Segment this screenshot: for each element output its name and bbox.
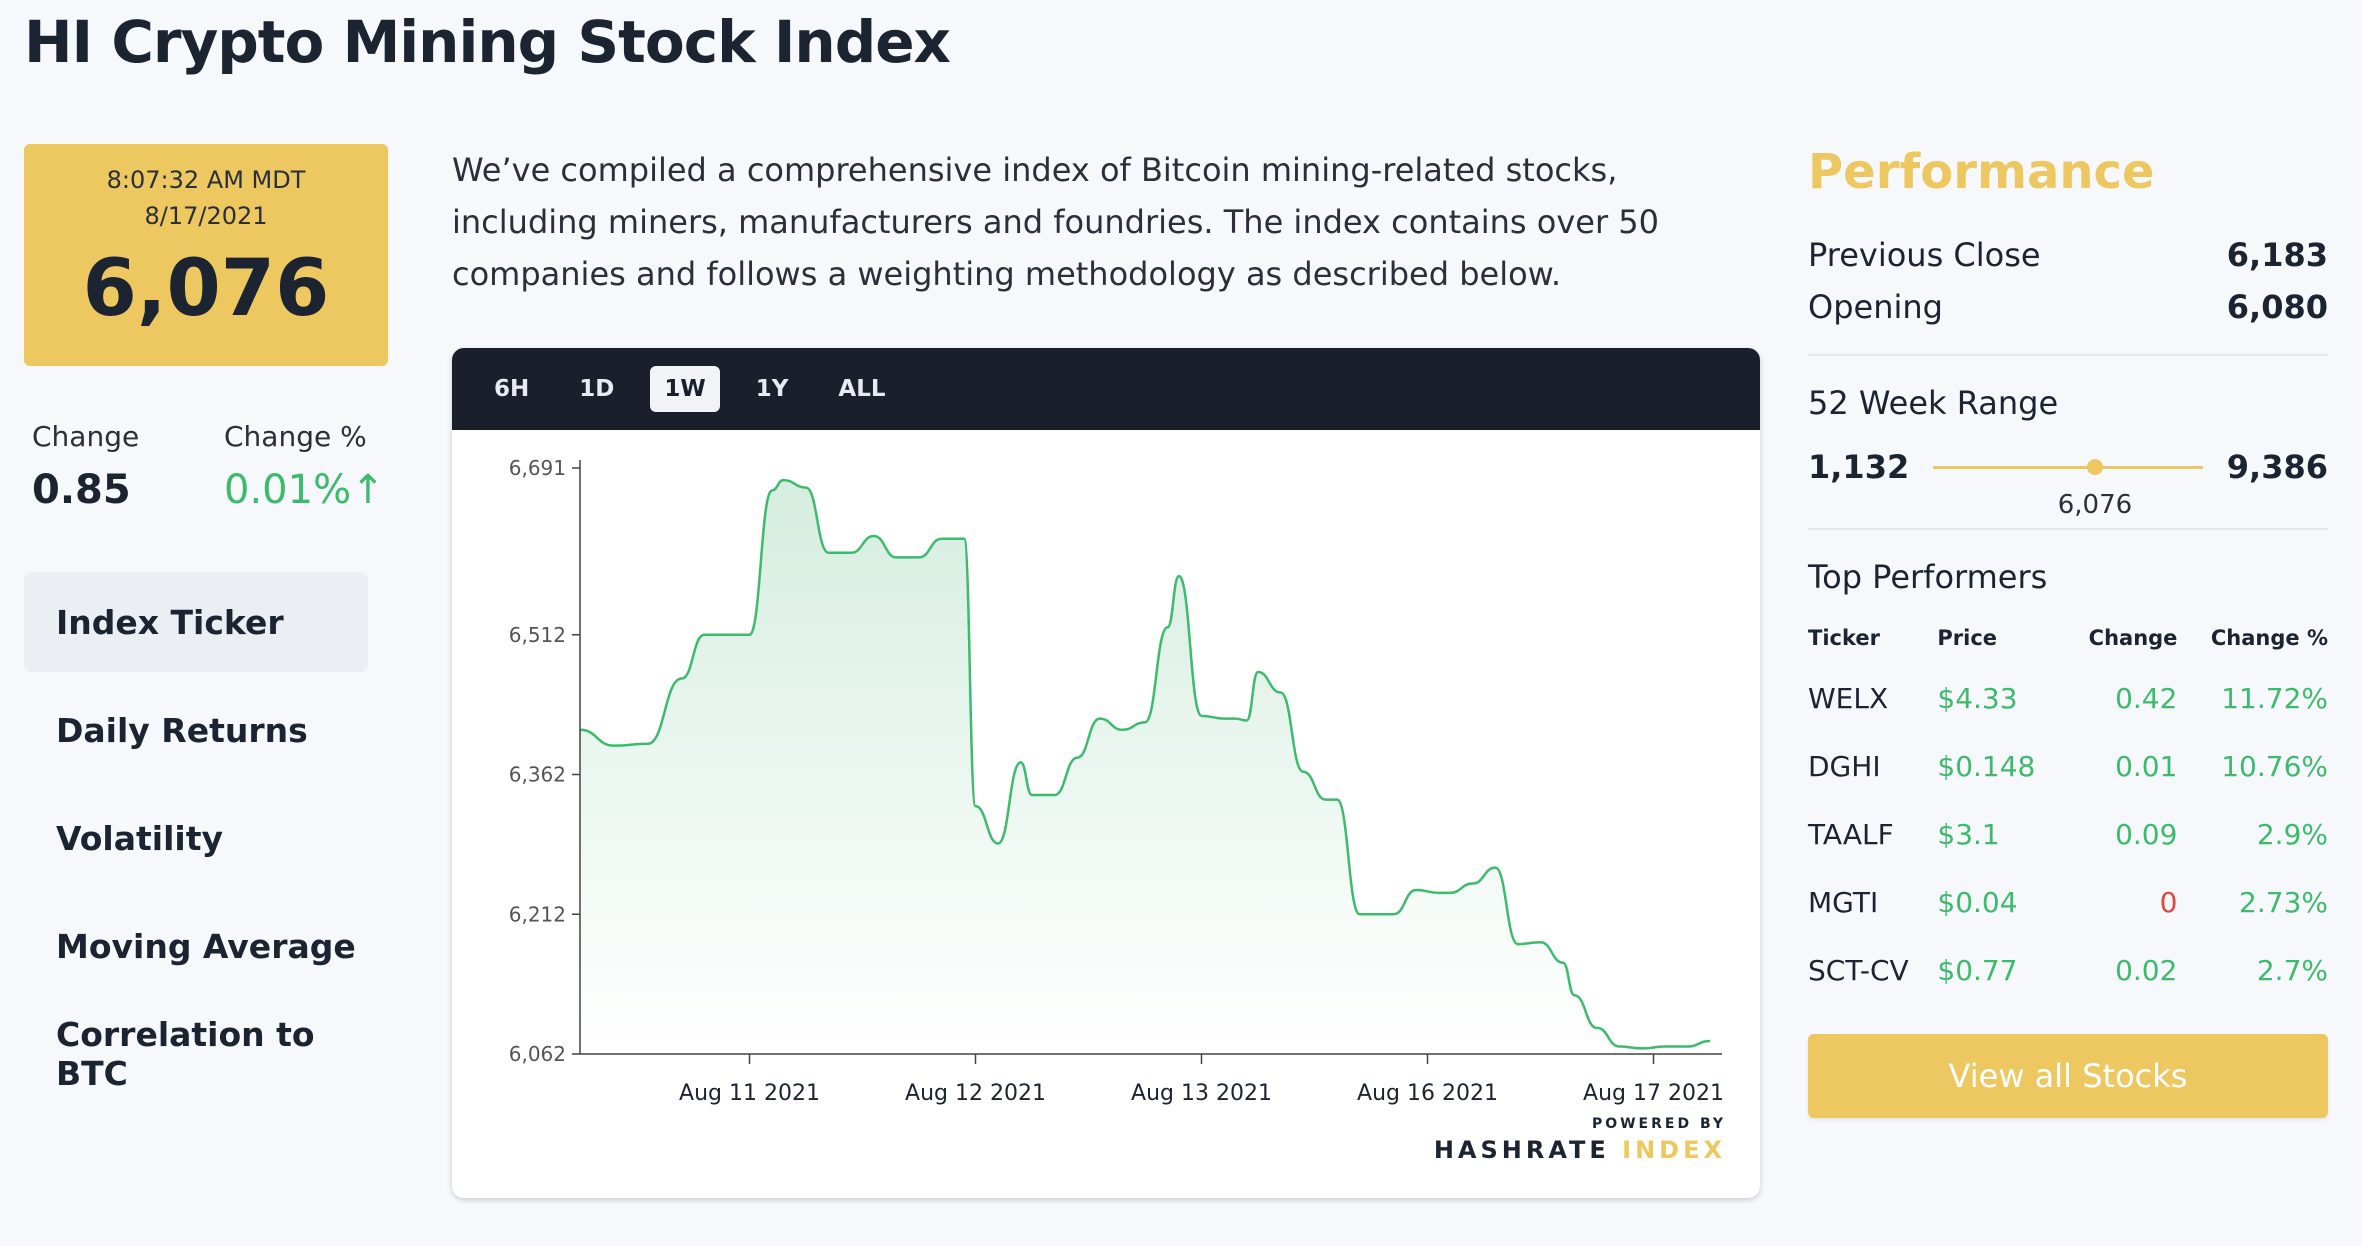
table-row[interactable]: SCT-CV $0.77 0.02 2.7% (1808, 936, 2328, 1004)
chart-card: 6H 1D 1W 1Y ALL 6,062 6,212 6,362 6,512 6,69… (452, 348, 1760, 1198)
nav-item-daily-returns[interactable]: Daily Returns (56, 710, 308, 750)
performance-title: Performance (1808, 144, 2155, 200)
x-tick-label: Aug 13 2021 (1131, 1081, 1272, 1106)
range-high: 9,386 (2226, 448, 2328, 486)
table-row[interactable]: WELX $4.33 0.42 11.72% (1808, 664, 2328, 732)
ticker-cell: WELX (1808, 681, 1889, 715)
ticker-cell: TAALF (1808, 817, 1894, 851)
range-1y-button[interactable]: 1Y (755, 376, 789, 402)
hashrate-index-logo: HASHRATE INDEX (1434, 1136, 1726, 1164)
divider (1808, 354, 2328, 356)
range-1w-button[interactable]: 1W (650, 366, 720, 412)
range-low: 1,132 (1808, 448, 1910, 486)
nav-item-correlation-btc[interactable]: Correlation to BTC (56, 1015, 315, 1093)
col-price: Price (1937, 626, 1998, 650)
y-tick-label: 6,062 (509, 1042, 566, 1066)
change-cell: 0.02 (2115, 953, 2178, 987)
range-all-button[interactable]: ALL (838, 376, 886, 402)
price-time: 8:07:32 AM MDT (106, 166, 306, 194)
change-cell: 0.42 (2115, 681, 2178, 715)
change-pct-cell: 2.7% (2256, 953, 2328, 987)
change-cell: 0.09 (2115, 817, 2178, 851)
powered-by-label: POWERED BY (1591, 1116, 1726, 1132)
price-cell: $3.1 (1937, 817, 2000, 851)
x-tick-label: Aug 12 2021 (905, 1081, 1046, 1106)
previous-close-row: Previous Close 6,183 (1808, 236, 2328, 274)
x-tick-label: Aug 16 2021 (1357, 1081, 1498, 1106)
logo-part-b: INDEX (1622, 1136, 1726, 1164)
y-tick-label: 6,362 (509, 763, 566, 787)
nav-item-volatility[interactable]: Volatility (56, 818, 223, 858)
col-ticker: Ticker (1808, 626, 1880, 650)
view-all-stocks-button[interactable]: View all Stocks (1808, 1034, 2328, 1118)
ticker-cell: MGTI (1808, 885, 1879, 919)
table-row[interactable]: TAALF $3.1 0.09 2.9% (1808, 800, 2328, 868)
price-cell: $4.33 (1937, 681, 2018, 715)
chart-series-line (579, 478, 1711, 1050)
change-cell: 0 (2159, 885, 2178, 919)
intro-text: We’ve compiled a comprehensive index of … (452, 151, 1660, 293)
nav-item-index-ticker[interactable]: Index Ticker (24, 572, 368, 672)
change-pct-cell: 10.76% (2221, 749, 2328, 783)
price-date: 8/17/2021 (144, 202, 268, 230)
change-pct-value: 0.01%↑ (224, 467, 385, 513)
change-pct-label: Change % (224, 420, 367, 453)
current-price-card: 8:07:32 AM MDT 8/17/2021 6,076 (24, 144, 388, 366)
index-chart: 6,062 6,212 6,362 6,512 6,691 Aug 11 2021 Aug … (509, 456, 1724, 1106)
change-label: Change (32, 420, 140, 453)
nav-item-moving-average[interactable]: Moving Average (56, 926, 356, 966)
y-tick-label: 6,512 (509, 623, 566, 647)
change-cell: 0.01 (2115, 749, 2178, 783)
price-cell: $0.148 (1937, 749, 2036, 783)
side-nav: Index Ticker Daily Returns Volatility Mo… (24, 572, 368, 1112)
opening-row: Opening 6,080 (1808, 288, 2328, 326)
chart-toolbar: 6H 1D 1W 1Y ALL (452, 348, 1760, 430)
price-cell: $0.04 (1937, 885, 2018, 919)
change-block: Change 0.85 (32, 420, 139, 513)
price-value: 6,076 (82, 244, 330, 334)
ticker-cell: SCT-CV (1808, 953, 1909, 987)
top-performers-title: Top Performers (1808, 558, 2048, 596)
opening-label: Opening (1808, 288, 1943, 326)
week-range-label: 52 Week Range (1808, 384, 2059, 422)
top-performers-table: Ticker Price Change Change % WELX $4.33 0.… (1808, 626, 2328, 1004)
chart-area-fill (580, 480, 1710, 1054)
logo-part-a: HASHRATE (1433, 1136, 1623, 1164)
range-6h-button[interactable]: 6H (494, 376, 530, 402)
table-row[interactable]: DGHI $0.148 0.01 10.76% (1808, 732, 2328, 800)
range-marker (2086, 458, 2103, 475)
col-change-pct: Change % (2210, 626, 2328, 650)
previous-close-value: 6,183 (2226, 236, 2328, 274)
price-cell: $0.77 (1937, 953, 2018, 987)
previous-close-label: Previous Close (1808, 236, 2041, 274)
powered-by-logo: POWERED BY HASHRATE INDEX (1434, 1116, 1726, 1164)
change-pct-cell: 2.73% (2239, 885, 2328, 919)
y-tick-label: 6,691 (509, 456, 566, 480)
opening-value: 6,080 (2226, 288, 2328, 326)
table-row[interactable]: MGTI $0.04 0 2.73% (1808, 868, 2328, 936)
change-pct-cell: 2.9% (2256, 817, 2328, 851)
ticker-cell: DGHI (1808, 749, 1881, 783)
range-track: 6,076 (1933, 458, 2203, 520)
x-tick-label: Aug 17 2021 (1583, 1081, 1724, 1106)
change-value: 0.85 (32, 467, 131, 513)
y-tick-label: 6,212 (509, 902, 566, 926)
page-title: HI Crypto Mining Stock Index (24, 8, 951, 76)
x-tick-label: Aug 11 2021 (679, 1081, 820, 1106)
change-pct-block: Change % 0.01%↑ (224, 420, 385, 513)
change-pct-cell: 11.72% (2221, 681, 2328, 715)
range-1d-button[interactable]: 1D (579, 376, 615, 402)
performance-panel: Performance Previous Close 6,183 Opening… (1808, 144, 2328, 1118)
range-current: 6,076 (2057, 489, 2133, 520)
week-range-row: 1,132 6,076 9,386 (1808, 444, 2328, 520)
divider (1808, 528, 2328, 530)
col-change: Change (2088, 626, 2178, 650)
